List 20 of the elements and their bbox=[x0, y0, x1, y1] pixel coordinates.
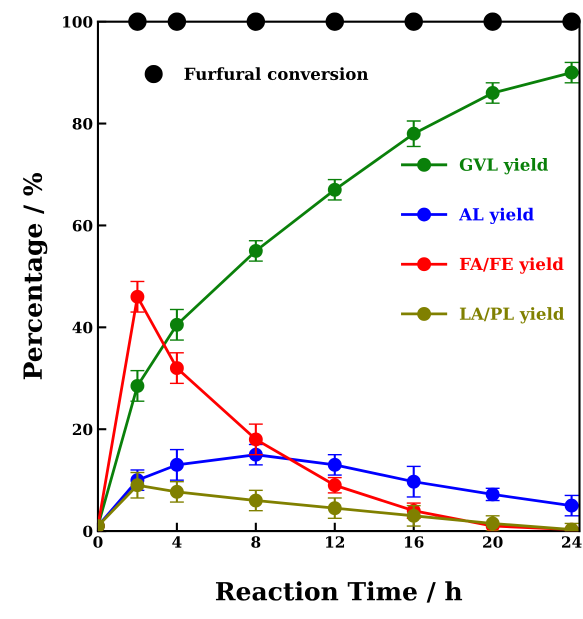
x-tick-label: 4 bbox=[172, 536, 182, 548]
legend-label: GVL yield bbox=[460, 158, 548, 174]
x-tick-label: 12 bbox=[326, 536, 344, 548]
y-tick-label: 0 bbox=[83, 526, 92, 538]
x-tick-label: 16 bbox=[404, 536, 424, 548]
y-tick-label: 40 bbox=[72, 322, 92, 334]
x-tick-label: 0 bbox=[93, 536, 103, 548]
x-tick-label: 24 bbox=[562, 536, 582, 548]
legend-label: AL yield bbox=[458, 208, 534, 224]
legend-label: FA/FE yield bbox=[460, 257, 564, 274]
x-axis-title: Reaction Time / h bbox=[216, 581, 462, 603]
y-tick-label: 20 bbox=[72, 424, 92, 436]
legend-label: LA/PL yield bbox=[460, 307, 564, 324]
x-tick-label: 8 bbox=[251, 536, 260, 548]
y-tick-label: 60 bbox=[72, 220, 92, 232]
x-tick-label: 20 bbox=[483, 536, 503, 548]
y-axis-title: Percentage / % bbox=[23, 173, 48, 380]
legend-label: Furfural conversion bbox=[184, 67, 368, 80]
y-tick-label: 100 bbox=[63, 16, 92, 28]
y-tick-label: 80 bbox=[72, 118, 92, 130]
